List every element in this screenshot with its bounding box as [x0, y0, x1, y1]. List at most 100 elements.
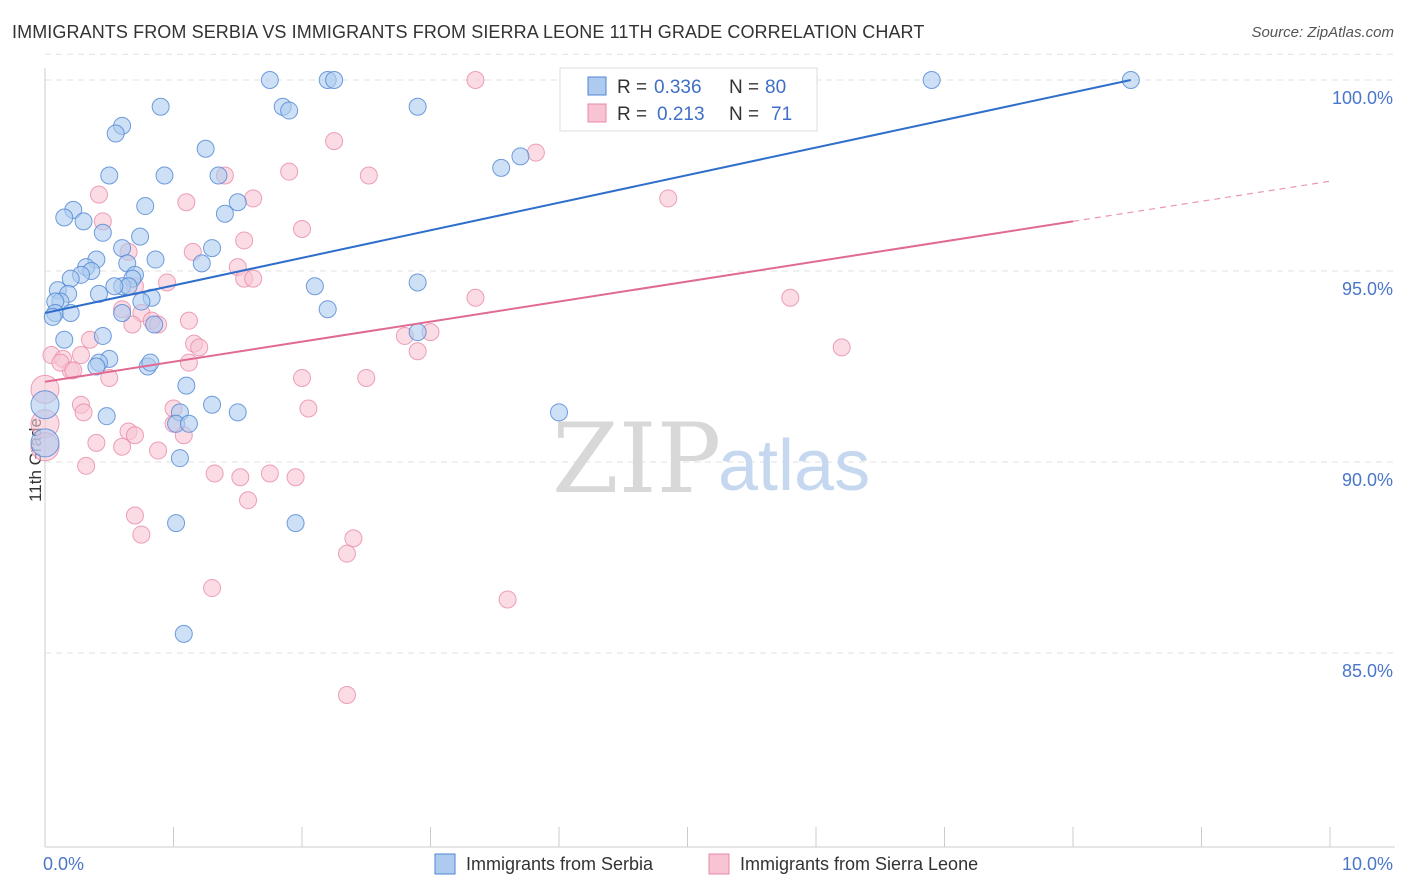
stats-serbia-r-value: 0.336 — [654, 77, 702, 98]
sierra-point-67 — [344, 529, 363, 548]
stats-serbia-n-value: 80 — [765, 77, 786, 98]
sierra-point-59 — [205, 464, 224, 483]
serbia-point-10 — [106, 124, 125, 143]
serbia-point-71 — [550, 403, 568, 422]
stats-sierra-r-value: 0.213 — [657, 104, 705, 125]
sierra-point-42 — [179, 353, 198, 372]
stats-box: R = 0.336 N = 80 R = 0.213 N = 71 — [559, 67, 818, 132]
serbia-point-16 — [209, 166, 228, 185]
sierra-point-49 — [299, 399, 318, 418]
sierra-point-0 — [466, 71, 485, 89]
sierra-point-69 — [203, 579, 222, 598]
sierra-point-63 — [77, 456, 96, 475]
serbia-point-5 — [151, 97, 170, 116]
sierra-point-38 — [71, 346, 90, 365]
sierra-point-27 — [123, 315, 142, 334]
serbia-point-54 — [145, 315, 164, 334]
serbia-point-63 — [177, 376, 196, 395]
sierra-point-31 — [832, 338, 851, 357]
sierra-point-7 — [177, 193, 196, 212]
sierra-point-41 — [100, 368, 119, 387]
sierra-point-56 — [113, 437, 132, 456]
sierra-trend-extension — [1072, 180, 1331, 222]
gridlines — [45, 53, 1395, 654]
stats-serbia-n-label: N = — [729, 77, 759, 98]
sierra-point-34 — [190, 338, 209, 357]
stats-serbia-r-label: R = — [617, 77, 647, 98]
y-tick-label-1: 95.0% — [1342, 279, 1393, 299]
sierra-point-3 — [280, 162, 299, 181]
y-tick-label-3: 85.0% — [1342, 661, 1393, 681]
serbia-point-56 — [55, 330, 74, 349]
serbia-point-76 — [174, 624, 193, 643]
sierra-point-58 — [149, 441, 168, 460]
serbia-point-73 — [30, 428, 60, 458]
sierra-point-9 — [659, 189, 678, 208]
serbia-point-21 — [55, 208, 74, 227]
serbia-point-13 — [492, 158, 511, 177]
stats-sierra-swatch — [587, 103, 607, 123]
sierra-point-10 — [293, 219, 311, 238]
sierra-point-8 — [244, 189, 263, 208]
data-points — [30, 71, 1140, 705]
sierra-point-55 — [87, 433, 106, 452]
sierra-point-1 — [325, 132, 344, 151]
sierra-point-62 — [286, 468, 305, 487]
serbia-point-72 — [170, 449, 189, 468]
serbia-point-53 — [318, 300, 337, 319]
zipatlas-watermark: ZIP atlas — [552, 403, 870, 515]
legend-sierra-swatch — [708, 853, 730, 875]
x-tick-label-1: 10.0% — [1342, 854, 1393, 874]
sierra-point-6 — [89, 185, 108, 204]
watermark-atlas: atlas — [718, 426, 870, 506]
serbia-point-67 — [97, 407, 116, 426]
serbia-point-62 — [87, 357, 106, 376]
sierra-point-53 — [125, 426, 144, 445]
sierra-point-44 — [357, 368, 376, 387]
serbia-point-41 — [408, 273, 427, 292]
serbia-point-40 — [305, 277, 324, 296]
serbia-point-22 — [74, 212, 93, 231]
serbia-point-15 — [155, 166, 174, 185]
serbia-point-12 — [511, 147, 530, 166]
serbia-point-24 — [131, 227, 150, 246]
serbia-point-70 — [179, 414, 198, 433]
sierra-point-47 — [74, 403, 93, 422]
serbia-point-39 — [105, 277, 124, 296]
serbia-point-8 — [408, 97, 427, 116]
legend-serbia-swatch — [434, 853, 456, 875]
sierra-point-20 — [466, 288, 485, 307]
serbia-point-14 — [100, 166, 119, 185]
serbia-point-30 — [192, 254, 211, 273]
serbia-point-29 — [146, 250, 165, 269]
serbia-point-64 — [30, 390, 60, 420]
serbia-point-55 — [93, 326, 112, 345]
chart-title: IMMIGRANTS FROM SERBIA VS IMMIGRANTS FRO… — [12, 22, 925, 42]
serbia-point-57 — [408, 323, 427, 342]
sierra-point-32 — [408, 342, 427, 361]
sierra-point-71 — [337, 686, 356, 705]
legend: Immigrants from Serbia Immigrants from S… — [434, 853, 978, 875]
stats-serbia-swatch — [587, 76, 607, 96]
sierra-point-14 — [235, 231, 254, 250]
sierra-trend-line — [44, 220, 1074, 383]
serbia-point-17 — [136, 197, 155, 216]
sierra-point-40 — [64, 361, 83, 380]
sierra-point-64 — [239, 491, 258, 510]
serbia-point-2 — [325, 71, 344, 89]
serbia-point-65 — [203, 395, 222, 414]
serbia-trend-line — [44, 79, 1132, 314]
x-tick-label-0: 0.0% — [43, 854, 84, 874]
serbia-point-61 — [141, 353, 160, 372]
sierra-point-17 — [244, 269, 263, 288]
serbia-point-7 — [280, 101, 299, 120]
serbia-point-26 — [113, 239, 132, 258]
source-label: Source: ZipAtlas.com — [1251, 24, 1394, 41]
serbia-point-18 — [228, 193, 247, 212]
legend-serbia-label: Immigrants from Serbia — [466, 854, 654, 874]
y-tick-label-0: 100.0% — [1332, 88, 1393, 108]
sierra-point-2 — [526, 143, 545, 162]
y-tick-label-2: 90.0% — [1342, 470, 1393, 490]
serbia-point-25 — [203, 239, 222, 258]
